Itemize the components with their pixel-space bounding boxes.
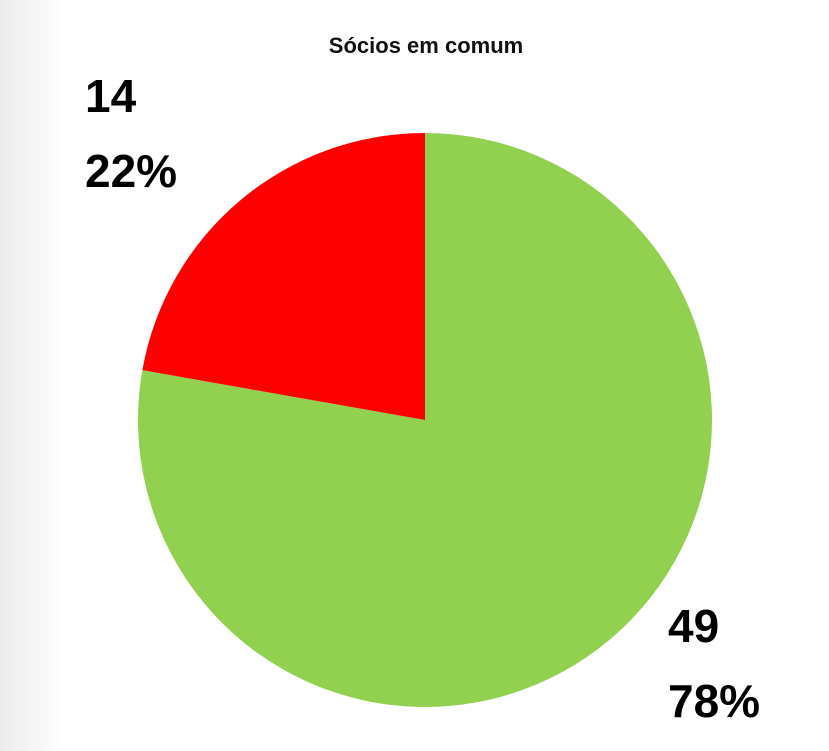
- pie-slice: [142, 133, 425, 420]
- pie-slice: [138, 133, 713, 708]
- chart-title: Sócios em comum: [329, 33, 523, 58]
- value-label: 49: [668, 600, 719, 652]
- percentage-label: 22%: [85, 145, 177, 197]
- percentage-label: 78%: [668, 675, 760, 727]
- value-label: 14: [85, 70, 137, 122]
